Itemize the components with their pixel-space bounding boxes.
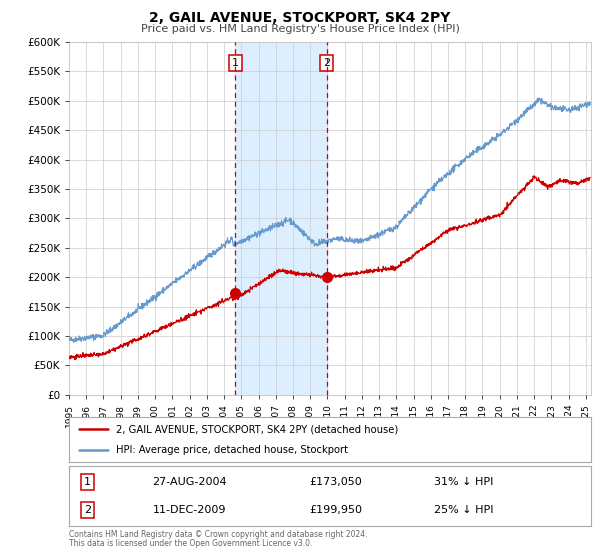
Text: Price paid vs. HM Land Registry's House Price Index (HPI): Price paid vs. HM Land Registry's House … [140, 24, 460, 34]
Text: 27-AUG-2004: 27-AUG-2004 [152, 477, 227, 487]
Text: 11-DEC-2009: 11-DEC-2009 [152, 505, 226, 515]
Text: This data is licensed under the Open Government Licence v3.0.: This data is licensed under the Open Gov… [69, 539, 313, 548]
Text: 25% ↓ HPI: 25% ↓ HPI [434, 505, 494, 515]
Text: 31% ↓ HPI: 31% ↓ HPI [434, 477, 494, 487]
Text: 2, GAIL AVENUE, STOCKPORT, SK4 2PY: 2, GAIL AVENUE, STOCKPORT, SK4 2PY [149, 11, 451, 25]
Text: HPI: Average price, detached house, Stockport: HPI: Average price, detached house, Stoc… [116, 445, 348, 455]
Text: £173,050: £173,050 [309, 477, 362, 487]
Text: 1: 1 [232, 58, 239, 68]
Text: 2: 2 [323, 58, 330, 68]
Bar [235, 42, 326, 395]
Text: 2: 2 [84, 505, 91, 515]
Text: 2, GAIL AVENUE, STOCKPORT, SK4 2PY (detached house): 2, GAIL AVENUE, STOCKPORT, SK4 2PY (deta… [116, 424, 398, 435]
Text: 1: 1 [84, 477, 91, 487]
Text: £199,950: £199,950 [309, 505, 362, 515]
Text: Contains HM Land Registry data © Crown copyright and database right 2024.: Contains HM Land Registry data © Crown c… [69, 530, 367, 539]
